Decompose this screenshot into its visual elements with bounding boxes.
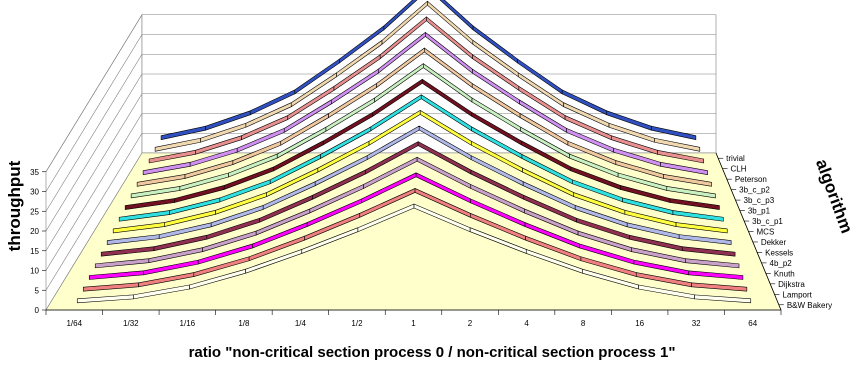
x-axis-ticks: 1/64 1/32 1/16 1/8 1/4 1/2 1 2 4 8 16 32 64 (45, 310, 782, 328)
ribbon-segment (678, 234, 732, 245)
x-tick-label: 1 (411, 319, 416, 328)
gridline (45, 133, 143, 291)
series-4b-p2 (100, 141, 736, 257)
ribbon-segment (694, 294, 752, 304)
y-tick-label: 35 (30, 168, 39, 177)
y-tick-label: 30 (30, 188, 39, 197)
z-tick-label: 3b_c_p3 (744, 196, 775, 205)
series-3b-c-p1 (124, 78, 720, 210)
x-tick-label: 32 (692, 319, 701, 328)
ribbon-segment (688, 270, 744, 280)
z-axis-title: algorithm (812, 156, 856, 235)
z-tick-label: Peterson (735, 175, 767, 184)
series-3b-p1 (130, 63, 716, 199)
x-tick-label: 1/64 (66, 319, 82, 328)
z-tick-label: 3b_c_p2 (739, 186, 770, 195)
series-peterson (148, 16, 705, 164)
series-3b-c-p2 (142, 32, 708, 175)
y-axis-title: throughput (5, 160, 24, 251)
x-tick-label: 8 (581, 319, 586, 328)
series-knuth (94, 156, 740, 269)
z-tick-label: 4b_p2 (770, 259, 793, 268)
ribbon-segment (666, 186, 716, 199)
gridline (45, 54, 143, 212)
ribbon-segment (685, 258, 740, 269)
x-tick-label: 2 (468, 319, 473, 328)
ribbon-segment (681, 246, 736, 257)
series-dekker (112, 110, 728, 234)
y-tick-label: 5 (35, 286, 40, 295)
gridline (45, 34, 143, 192)
series-kessels (106, 125, 732, 245)
x-tick-label: 1/4 (295, 319, 307, 328)
z-tick-label: trivial (726, 154, 745, 163)
z-tick-label: 3b_p1 (748, 207, 771, 216)
y-axis-ticks: 0 5 10 15 20 25 30 35 (30, 168, 46, 315)
gridline (45, 113, 143, 271)
x-axis-title: ratio "non-critical section process 0 / … (189, 344, 676, 361)
z-tick-label: Kessels (765, 248, 793, 257)
gridline (45, 93, 143, 251)
ribbon-segment (669, 198, 720, 210)
x-tick-label: 64 (748, 319, 757, 328)
x-tick-label: 4 (524, 319, 529, 328)
ribbon-segment (383, 0, 418, 31)
series-lamport (82, 188, 748, 292)
z-tick-label: MCS (757, 228, 775, 237)
series-b-w-bakery (76, 203, 752, 304)
x-tick-label: 1/2 (351, 319, 363, 328)
z-tick-label: Dijkstra (778, 280, 805, 289)
series-trivial (160, 0, 697, 140)
y-tick-label: 20 (30, 227, 39, 236)
ribbon-segment (657, 150, 705, 164)
z-tick-label: CLH (731, 165, 747, 174)
x-tick-label: 1/16 (180, 319, 196, 328)
ribbon-segment (691, 282, 748, 292)
z-tick-label: Lamport (783, 290, 813, 299)
series-dijkstra (88, 172, 744, 280)
series-ribbons (76, 0, 752, 304)
y-tick-label: 0 (35, 306, 40, 315)
gridline (45, 73, 143, 232)
ribbon-segment (651, 125, 697, 140)
z-tick-label: B&W Bakery (787, 301, 832, 310)
z-tick-label: Knuth (774, 269, 795, 278)
x-tick-label: 16 (635, 319, 644, 328)
gridline (45, 14, 143, 172)
ribbon-segment (654, 137, 701, 152)
x-tick-label: 1/32 (123, 319, 139, 328)
ribbon-segment (663, 174, 712, 187)
x-tick-label: 1/8 (238, 319, 250, 328)
y-tick-label: 15 (30, 247, 39, 256)
ribbon-segment (675, 222, 728, 234)
ribbon-segment (660, 162, 708, 175)
series-3b-c-p3 (136, 47, 712, 187)
z-tick-label: 3b_c_p1 (752, 217, 783, 226)
series-mcs (118, 94, 724, 222)
ribbon-segment (672, 210, 724, 222)
y-tick-label: 25 (30, 207, 39, 216)
z-tick-label: Dekker (761, 238, 787, 247)
y-tick-label: 10 (30, 267, 39, 276)
series-clh (154, 0, 701, 152)
